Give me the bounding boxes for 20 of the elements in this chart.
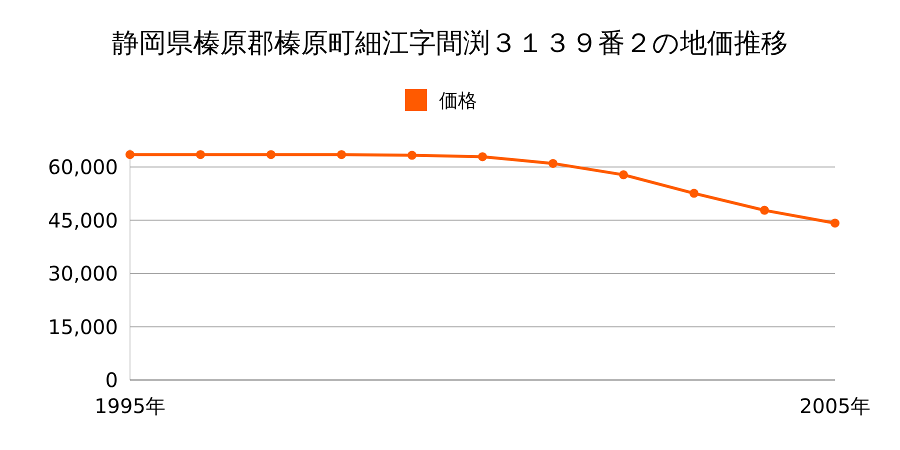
point [760, 206, 769, 215]
point [830, 218, 840, 228]
y-tick-label: 45,000 [48, 208, 118, 232]
point [548, 158, 558, 168]
x-tick-label: 2005年 [800, 394, 870, 418]
y-tick-label: 15,000 [48, 314, 118, 339]
point [478, 152, 487, 162]
point [196, 150, 205, 160]
legend-label: 価格 [439, 90, 477, 112]
point [690, 188, 698, 198]
point [408, 150, 416, 160]
point [266, 150, 276, 160]
point [337, 150, 346, 160]
y-tick-label: 30,000 [48, 262, 118, 286]
point [619, 170, 628, 180]
y-tick-label: 60,000 [48, 155, 118, 179]
chart-title: 静岡県榛原郡榛原町細江字間渕３１３９番２の地価推移 [112, 28, 788, 59]
point [126, 150, 134, 160]
x-tick-label: 1995年 [94, 394, 166, 418]
y-tick-label: 0 [105, 368, 118, 392]
